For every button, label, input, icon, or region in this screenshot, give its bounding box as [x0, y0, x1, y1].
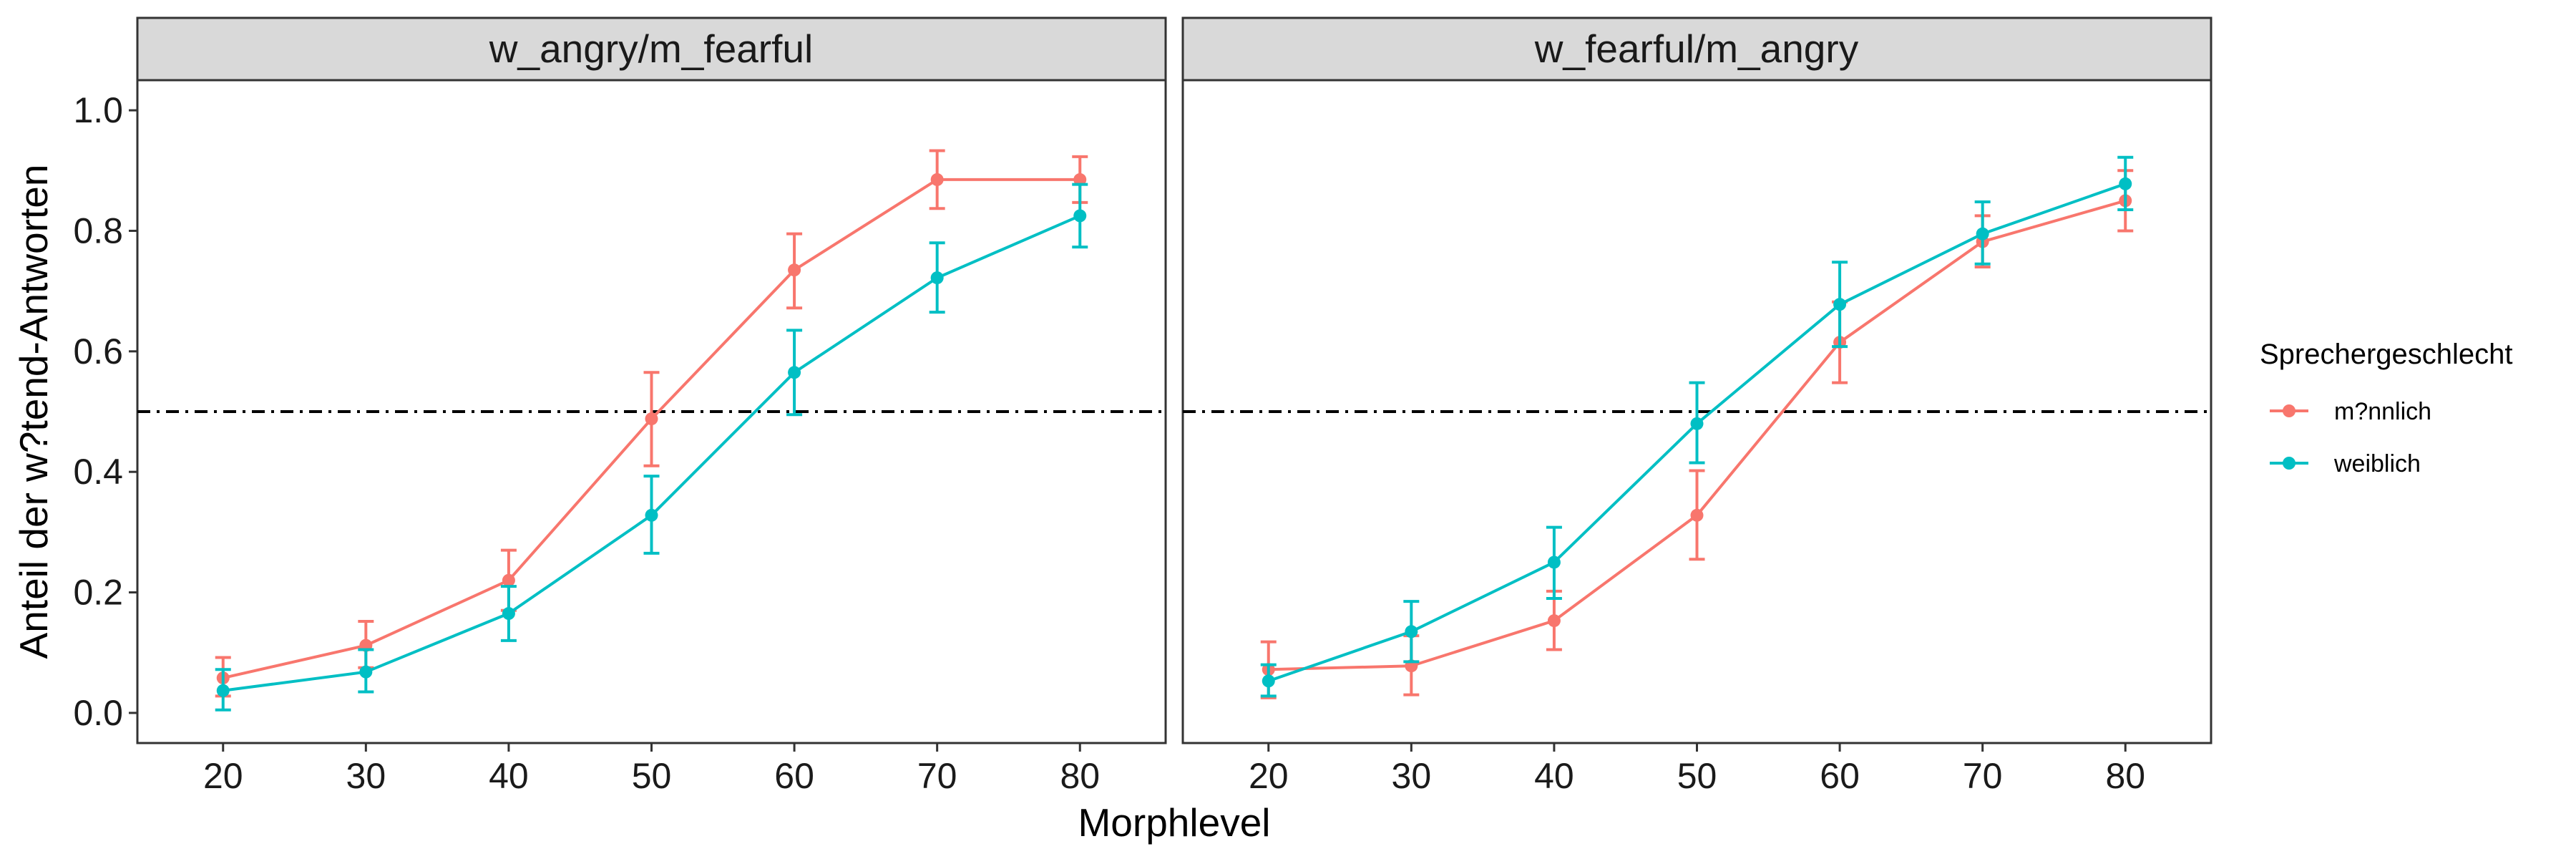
data-point: [1833, 298, 1847, 311]
data-point: [788, 366, 801, 379]
x-tick-label-2-4: 60: [1820, 756, 1860, 796]
data-point: [1405, 625, 1418, 639]
data-point: [930, 173, 944, 186]
y-tick-label-0: 0.0: [73, 693, 123, 733]
x-tick-label-1-4: 60: [774, 756, 814, 796]
x-tick-label-2-3: 50: [1677, 756, 1717, 796]
x-tick-label-1-2: 40: [489, 756, 529, 796]
x-tick-label-1-1: 30: [346, 756, 386, 796]
data-point: [1547, 614, 1561, 628]
legend-entry-1: m?nnlich: [2270, 398, 2431, 425]
data-point: [1073, 209, 1087, 223]
panel-1-strip-label: w_angry/m_fearful: [489, 26, 813, 71]
data-point: [788, 263, 801, 277]
panel-1: w_angry/m_fearful: [136, 16, 1167, 744]
y-tick-label-1: 0.2: [73, 573, 123, 613]
data-point: [359, 665, 373, 679]
data-point: [502, 607, 515, 621]
x-axis-panel-1: 20 30 40 50 60 70 80: [203, 743, 1100, 796]
y-tick-label-4: 0.8: [73, 210, 123, 251]
data-point: [645, 508, 658, 522]
data-point: [1690, 508, 1704, 522]
legend-key-point-1: [2283, 404, 2296, 417]
data-point: [930, 271, 944, 285]
panel-2-strip: [1181, 16, 2212, 82]
x-axis-panel-2: 20 30 40 50 60 70 80: [1249, 743, 2145, 796]
data-point: [645, 412, 658, 426]
legend-title: Sprechergeschlecht: [2260, 339, 2513, 370]
data-point: [2119, 177, 2132, 190]
data-point: [1262, 674, 1275, 688]
data-point: [502, 573, 515, 587]
x-tick-label-2-5: 70: [1963, 756, 2003, 796]
x-tick-label-2-6: 80: [2105, 756, 2145, 796]
x-axis-title: Morphlevel: [1078, 800, 1270, 845]
y-tick-label-3: 0.6: [73, 331, 123, 372]
legend-entry-2: weiblich: [2270, 450, 2421, 477]
legend-key-point-2: [2283, 457, 2296, 470]
data-point: [1690, 417, 1704, 430]
x-tick-label-2-2: 40: [1534, 756, 1574, 796]
series-1-weiblich: [215, 183, 1088, 712]
panel-1-strip: [136, 16, 1167, 82]
legend-label-1: m?nnlich: [2334, 398, 2431, 425]
x-tick-label-1-3: 50: [632, 756, 672, 796]
panel-2: w_fearful/m_angry: [1181, 16, 2212, 744]
panel-1-marks: [137, 149, 1166, 712]
legend: Sprechergeschlecht m?nnlich weiblich: [2260, 339, 2513, 477]
y-axis-title: Anteil der w?tend-Antworten: [11, 165, 56, 659]
x-tick-label-1-0: 20: [203, 756, 243, 796]
legend-label-2: weiblich: [2333, 450, 2421, 477]
panel-2-strip-label: w_fearful/m_angry: [1534, 26, 1859, 71]
data-point: [216, 684, 230, 697]
panel-2-marks: [1183, 155, 2211, 699]
y-tick-label-5: 1.0: [73, 90, 123, 130]
series-2-weiblich: [1260, 155, 2134, 698]
data-point: [1547, 555, 1561, 569]
y-axis: 0.0 0.2 0.4 0.6 0.8 1.0: [73, 90, 137, 733]
data-point: [1073, 173, 1087, 186]
x-tick-label-1-6: 80: [1060, 756, 1100, 796]
x-tick-label-2-0: 20: [1249, 756, 1289, 796]
y-tick-label-2: 0.4: [73, 452, 123, 492]
data-point: [1976, 227, 1989, 241]
x-tick-label-2-1: 30: [1392, 756, 1432, 796]
x-tick-label-1-5: 70: [917, 756, 957, 796]
